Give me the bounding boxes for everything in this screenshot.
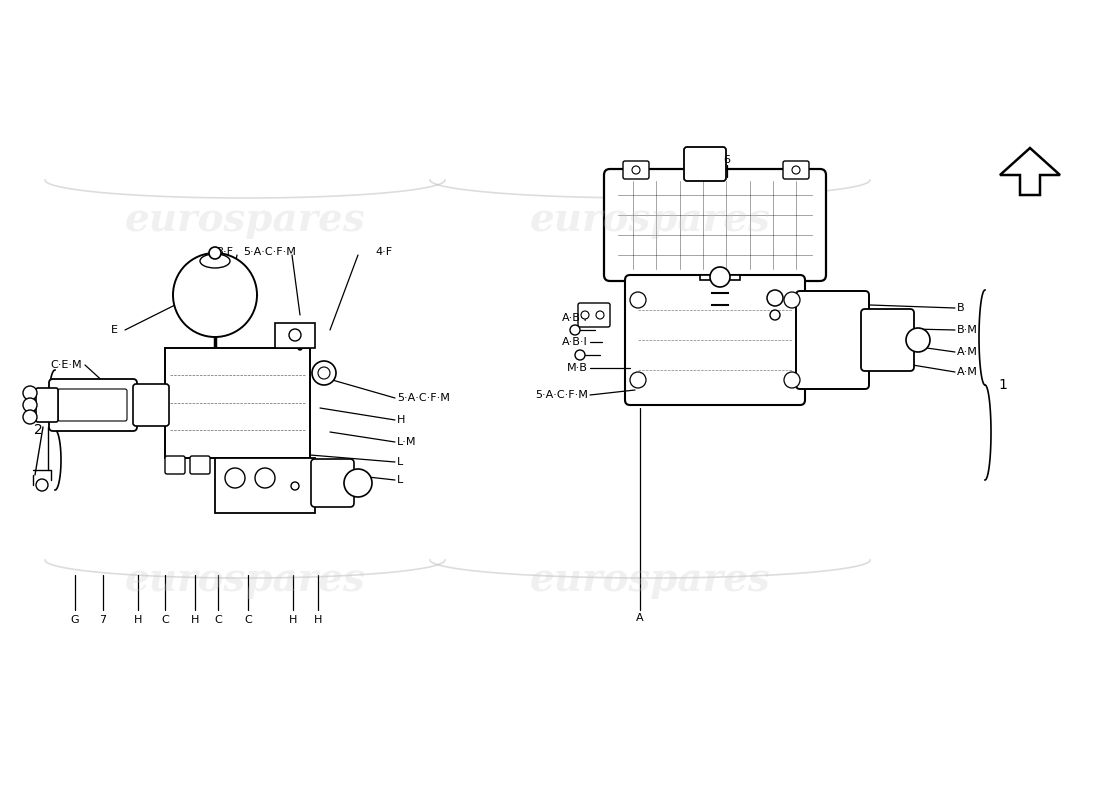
FancyBboxPatch shape (625, 275, 805, 405)
Text: 5·A·C·F·M: 5·A·C·F·M (397, 393, 450, 403)
Bar (165, 348, 310, 458)
Circle shape (255, 468, 275, 488)
Circle shape (581, 311, 589, 319)
Text: eurospares: eurospares (124, 561, 365, 599)
FancyBboxPatch shape (58, 389, 126, 421)
FancyBboxPatch shape (684, 147, 726, 181)
Circle shape (767, 290, 783, 306)
Circle shape (344, 469, 372, 497)
Circle shape (630, 292, 646, 308)
Text: A·M: A·M (957, 367, 978, 377)
Text: 5·A·C·F·M: 5·A·C·F·M (535, 390, 589, 400)
FancyBboxPatch shape (623, 161, 649, 179)
Text: eurospares: eurospares (529, 201, 770, 239)
FancyBboxPatch shape (604, 169, 826, 281)
Ellipse shape (200, 254, 230, 268)
Circle shape (784, 372, 800, 388)
Bar (700, 275, 740, 280)
FancyBboxPatch shape (311, 459, 354, 507)
FancyBboxPatch shape (50, 379, 138, 431)
Circle shape (23, 410, 37, 424)
FancyBboxPatch shape (190, 456, 210, 474)
Text: H: H (314, 615, 322, 625)
FancyBboxPatch shape (36, 388, 58, 422)
Circle shape (575, 350, 585, 360)
Circle shape (209, 247, 221, 259)
Circle shape (710, 267, 730, 287)
Text: eurospares: eurospares (529, 561, 770, 599)
Text: A: A (636, 613, 644, 623)
Text: A·M: A·M (957, 347, 978, 357)
Text: B: B (957, 303, 965, 313)
Text: 7: 7 (99, 615, 107, 625)
Text: A·B·I: A·B·I (562, 313, 588, 323)
Circle shape (596, 311, 604, 319)
Text: 1: 1 (998, 378, 1006, 392)
Polygon shape (1000, 148, 1060, 195)
Text: C: C (214, 615, 222, 625)
Circle shape (632, 166, 640, 174)
Circle shape (570, 325, 580, 335)
Text: C: C (161, 615, 169, 625)
FancyBboxPatch shape (783, 161, 808, 179)
Text: 6: 6 (724, 155, 730, 165)
Text: C: C (244, 615, 252, 625)
Text: H: H (134, 615, 142, 625)
Circle shape (226, 468, 245, 488)
Text: 2: 2 (34, 423, 43, 437)
Circle shape (906, 328, 930, 352)
FancyBboxPatch shape (578, 303, 610, 327)
Text: L: L (397, 475, 404, 485)
Circle shape (173, 253, 257, 337)
Circle shape (792, 166, 800, 174)
Circle shape (318, 367, 330, 379)
Text: 3·F: 3·F (217, 247, 233, 257)
Text: G: G (70, 615, 79, 625)
Circle shape (289, 329, 301, 341)
Circle shape (784, 292, 800, 308)
Circle shape (23, 386, 37, 400)
Text: 4·F: 4·F (375, 247, 392, 257)
Text: C·E·M: C·E·M (51, 360, 82, 370)
Circle shape (312, 361, 336, 385)
Circle shape (23, 398, 37, 412)
Circle shape (770, 310, 780, 320)
FancyBboxPatch shape (796, 291, 869, 389)
Text: H: H (190, 615, 199, 625)
FancyBboxPatch shape (165, 456, 185, 474)
Circle shape (36, 479, 48, 491)
Text: A·B·I: A·B·I (562, 337, 588, 347)
Text: E: E (111, 325, 118, 335)
Text: eurospares: eurospares (124, 201, 365, 239)
Text: M·B: M·B (568, 363, 588, 373)
Bar (214, 458, 315, 513)
Text: B·M: B·M (957, 325, 978, 335)
Text: L: L (397, 457, 404, 467)
Bar (275, 323, 315, 348)
Text: H: H (397, 415, 406, 425)
Circle shape (292, 482, 299, 490)
Text: H: H (289, 615, 297, 625)
Circle shape (630, 372, 646, 388)
Text: 5·A·C·F·M: 5·A·C·F·M (243, 247, 296, 257)
FancyBboxPatch shape (861, 309, 914, 371)
FancyBboxPatch shape (133, 384, 169, 426)
Text: L·M: L·M (397, 437, 417, 447)
